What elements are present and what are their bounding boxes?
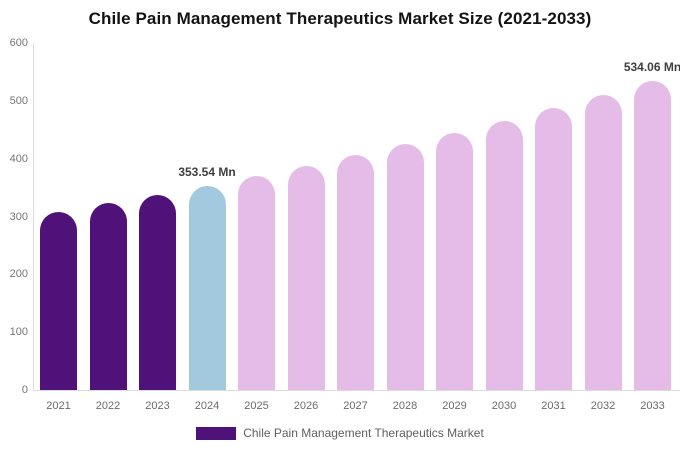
- bar-2023[interactable]: [139, 194, 176, 390]
- y-tick-200: 200: [9, 268, 28, 281]
- bar-2026[interactable]: [287, 165, 325, 390]
- bar-2031[interactable]: [535, 108, 572, 390]
- x-tick-2032: 2032: [590, 400, 616, 412]
- bar-2032[interactable]: [584, 94, 622, 390]
- y-tick-100: 100: [9, 326, 28, 339]
- bar-2029[interactable]: [436, 132, 473, 390]
- y-axis-line: [33, 43, 34, 390]
- chart-title: Chile Pain Management Therapeutics Marke…: [88, 9, 592, 28]
- x-tick-2026: 2026: [293, 400, 319, 412]
- legend[interactable]: Chile Pain Management Therapeutics Marke…: [0, 426, 680, 440]
- y-tick-600: 600: [9, 37, 28, 49]
- legend-label: Chile Pain Management Therapeutics Marke…: [243, 426, 484, 440]
- x-tick-2033: 2033: [640, 400, 665, 412]
- x-tick-2025: 2025: [244, 400, 269, 412]
- x-tick-2022: 2022: [95, 400, 121, 412]
- bar-2022[interactable]: [89, 203, 127, 390]
- bar-2030[interactable]: [485, 120, 523, 390]
- x-tick-2030: 2030: [491, 400, 517, 412]
- data-label-2033: 534.06 Mn: [623, 60, 680, 75]
- x-tick-2027: 2027: [343, 400, 368, 412]
- x-tick-2031: 2031: [541, 400, 566, 412]
- x-tick-2028: 2028: [392, 400, 418, 412]
- y-tick-500: 500: [9, 94, 28, 107]
- y-tick-0: 0: [21, 384, 28, 396]
- x-axis-line: [33, 390, 680, 391]
- bar-2028[interactable]: [386, 144, 424, 390]
- legend-swatch: [196, 426, 237, 440]
- x-tick-2024: 2024: [194, 400, 220, 412]
- bar-2024[interactable]: [188, 185, 226, 390]
- bar-2027[interactable]: [337, 155, 374, 390]
- x-tick-2021: 2021: [46, 400, 71, 412]
- bar-2033[interactable]: [634, 81, 671, 390]
- y-tick-400: 400: [9, 152, 28, 165]
- x-tick-2023: 2023: [145, 400, 170, 412]
- x-tick-2029: 2029: [442, 400, 467, 412]
- data-label-2024: 353.54 Mn: [178, 164, 236, 179]
- y-tick-300: 300: [9, 210, 28, 223]
- bar-2025[interactable]: [238, 175, 275, 390]
- bar-2021[interactable]: [40, 211, 77, 390]
